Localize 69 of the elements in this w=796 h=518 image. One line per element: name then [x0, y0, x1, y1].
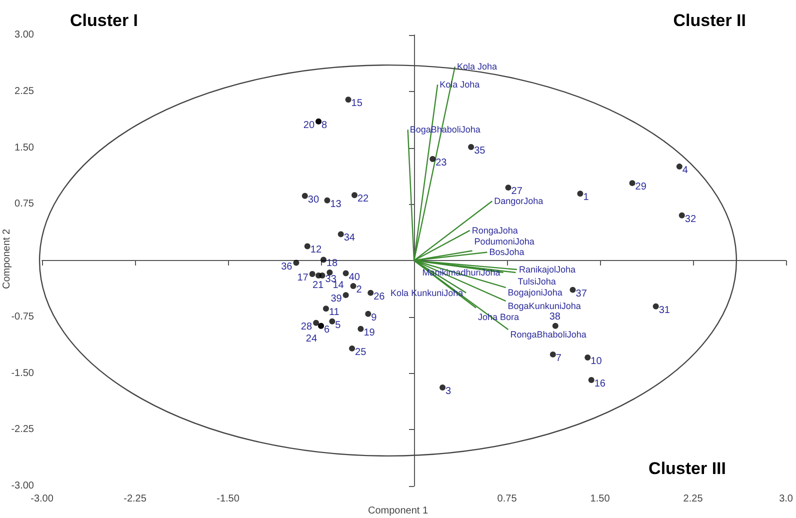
annotation: 18 [326, 258, 338, 270]
annotation: 9 [371, 312, 378, 324]
series-label: BogaKunkuniJoha [508, 301, 581, 312]
series-label: BosJoha [489, 247, 524, 258]
annotation: 31 [658, 304, 670, 316]
annotation: 20 [303, 120, 315, 131]
series-label: RongaJoha [472, 225, 518, 236]
annotation: 38 [549, 311, 561, 322]
annotation: 12 [310, 244, 322, 256]
annotation: 26 [374, 291, 386, 302]
series-label: RanikajolJoha [518, 264, 576, 275]
annotation: 35 [474, 146, 486, 156]
annotation: 37 [576, 288, 588, 300]
x-tick-label: -3.00 [30, 494, 54, 504]
annotation: 2 [356, 284, 362, 296]
x-axis-title: Component 1 [368, 506, 428, 516]
x-tick-label: 3.0 [779, 494, 794, 504]
annotation: 8 [322, 120, 328, 131]
series-label: RongaBhaboliJoha [510, 330, 586, 340]
annotation: 4 [682, 165, 688, 176]
series-label: TulsiJoha [518, 276, 556, 287]
annotation: 32 [684, 214, 696, 225]
annotation: 29 [635, 182, 647, 193]
annotation: 17 [297, 272, 309, 284]
annotation: 5 [335, 320, 342, 331]
annotation: 34 [344, 232, 356, 244]
text: Cluster I [70, 11, 138, 30]
x-tick-label: 2.25 [683, 494, 704, 504]
annotation: 15 [351, 98, 363, 110]
annotation: 22 [358, 194, 370, 205]
series-label: PodumoniJoha [474, 236, 534, 247]
annotation: 16 [594, 378, 606, 390]
annotation: Cluster III [648, 459, 726, 478]
annotation: 28 [300, 321, 312, 332]
y-tick-label: -3.00 [11, 480, 34, 492]
series-label: Kola Joha [456, 62, 497, 72]
annotation: 3 [446, 386, 452, 398]
annotation: 14 [332, 280, 344, 292]
annotation: 1 [583, 192, 590, 204]
y-tick-label: 1.50 [14, 142, 34, 154]
annotation: 40 [348, 272, 360, 283]
annotation: 39 [330, 294, 342, 305]
x-tick-label: 0.75 [497, 494, 518, 504]
x-tick-label: -1.50 [216, 494, 240, 504]
y-tick-label: 2.25 [14, 86, 34, 97]
series-label: BogajoniJoha [508, 288, 562, 298]
annotation: 24 [306, 333, 318, 344]
annotation: 7 [556, 352, 562, 364]
x-tick-label: -2.25 [124, 494, 147, 504]
y-tick-label: -1.50 [11, 368, 34, 379]
y-axis-title: Component 2 [2, 228, 12, 290]
x-tick-label: 1.50 [590, 494, 610, 504]
series-label: DangorJoha [494, 196, 544, 206]
annotation: 25 [355, 346, 367, 358]
y-tick-label: 0.75 [14, 198, 34, 210]
y-tick-label: 3.00 [14, 30, 34, 40]
annotation: 23 [436, 158, 448, 169]
annotation: 11 [328, 307, 340, 318]
annotation: 27 [511, 186, 523, 198]
y-tick-label: -0.75 [11, 311, 34, 322]
annotation: 10 [590, 356, 602, 367]
annotation: 36 [281, 261, 293, 272]
y-tick-label: -2.25 [11, 424, 34, 436]
text: Cluster II [673, 11, 746, 30]
annotation: 13 [330, 198, 342, 210]
annotation: 19 [364, 327, 376, 338]
annotation: 6 [324, 324, 330, 336]
annotation: 30 [308, 194, 320, 206]
annotation: 21 [312, 280, 324, 292]
